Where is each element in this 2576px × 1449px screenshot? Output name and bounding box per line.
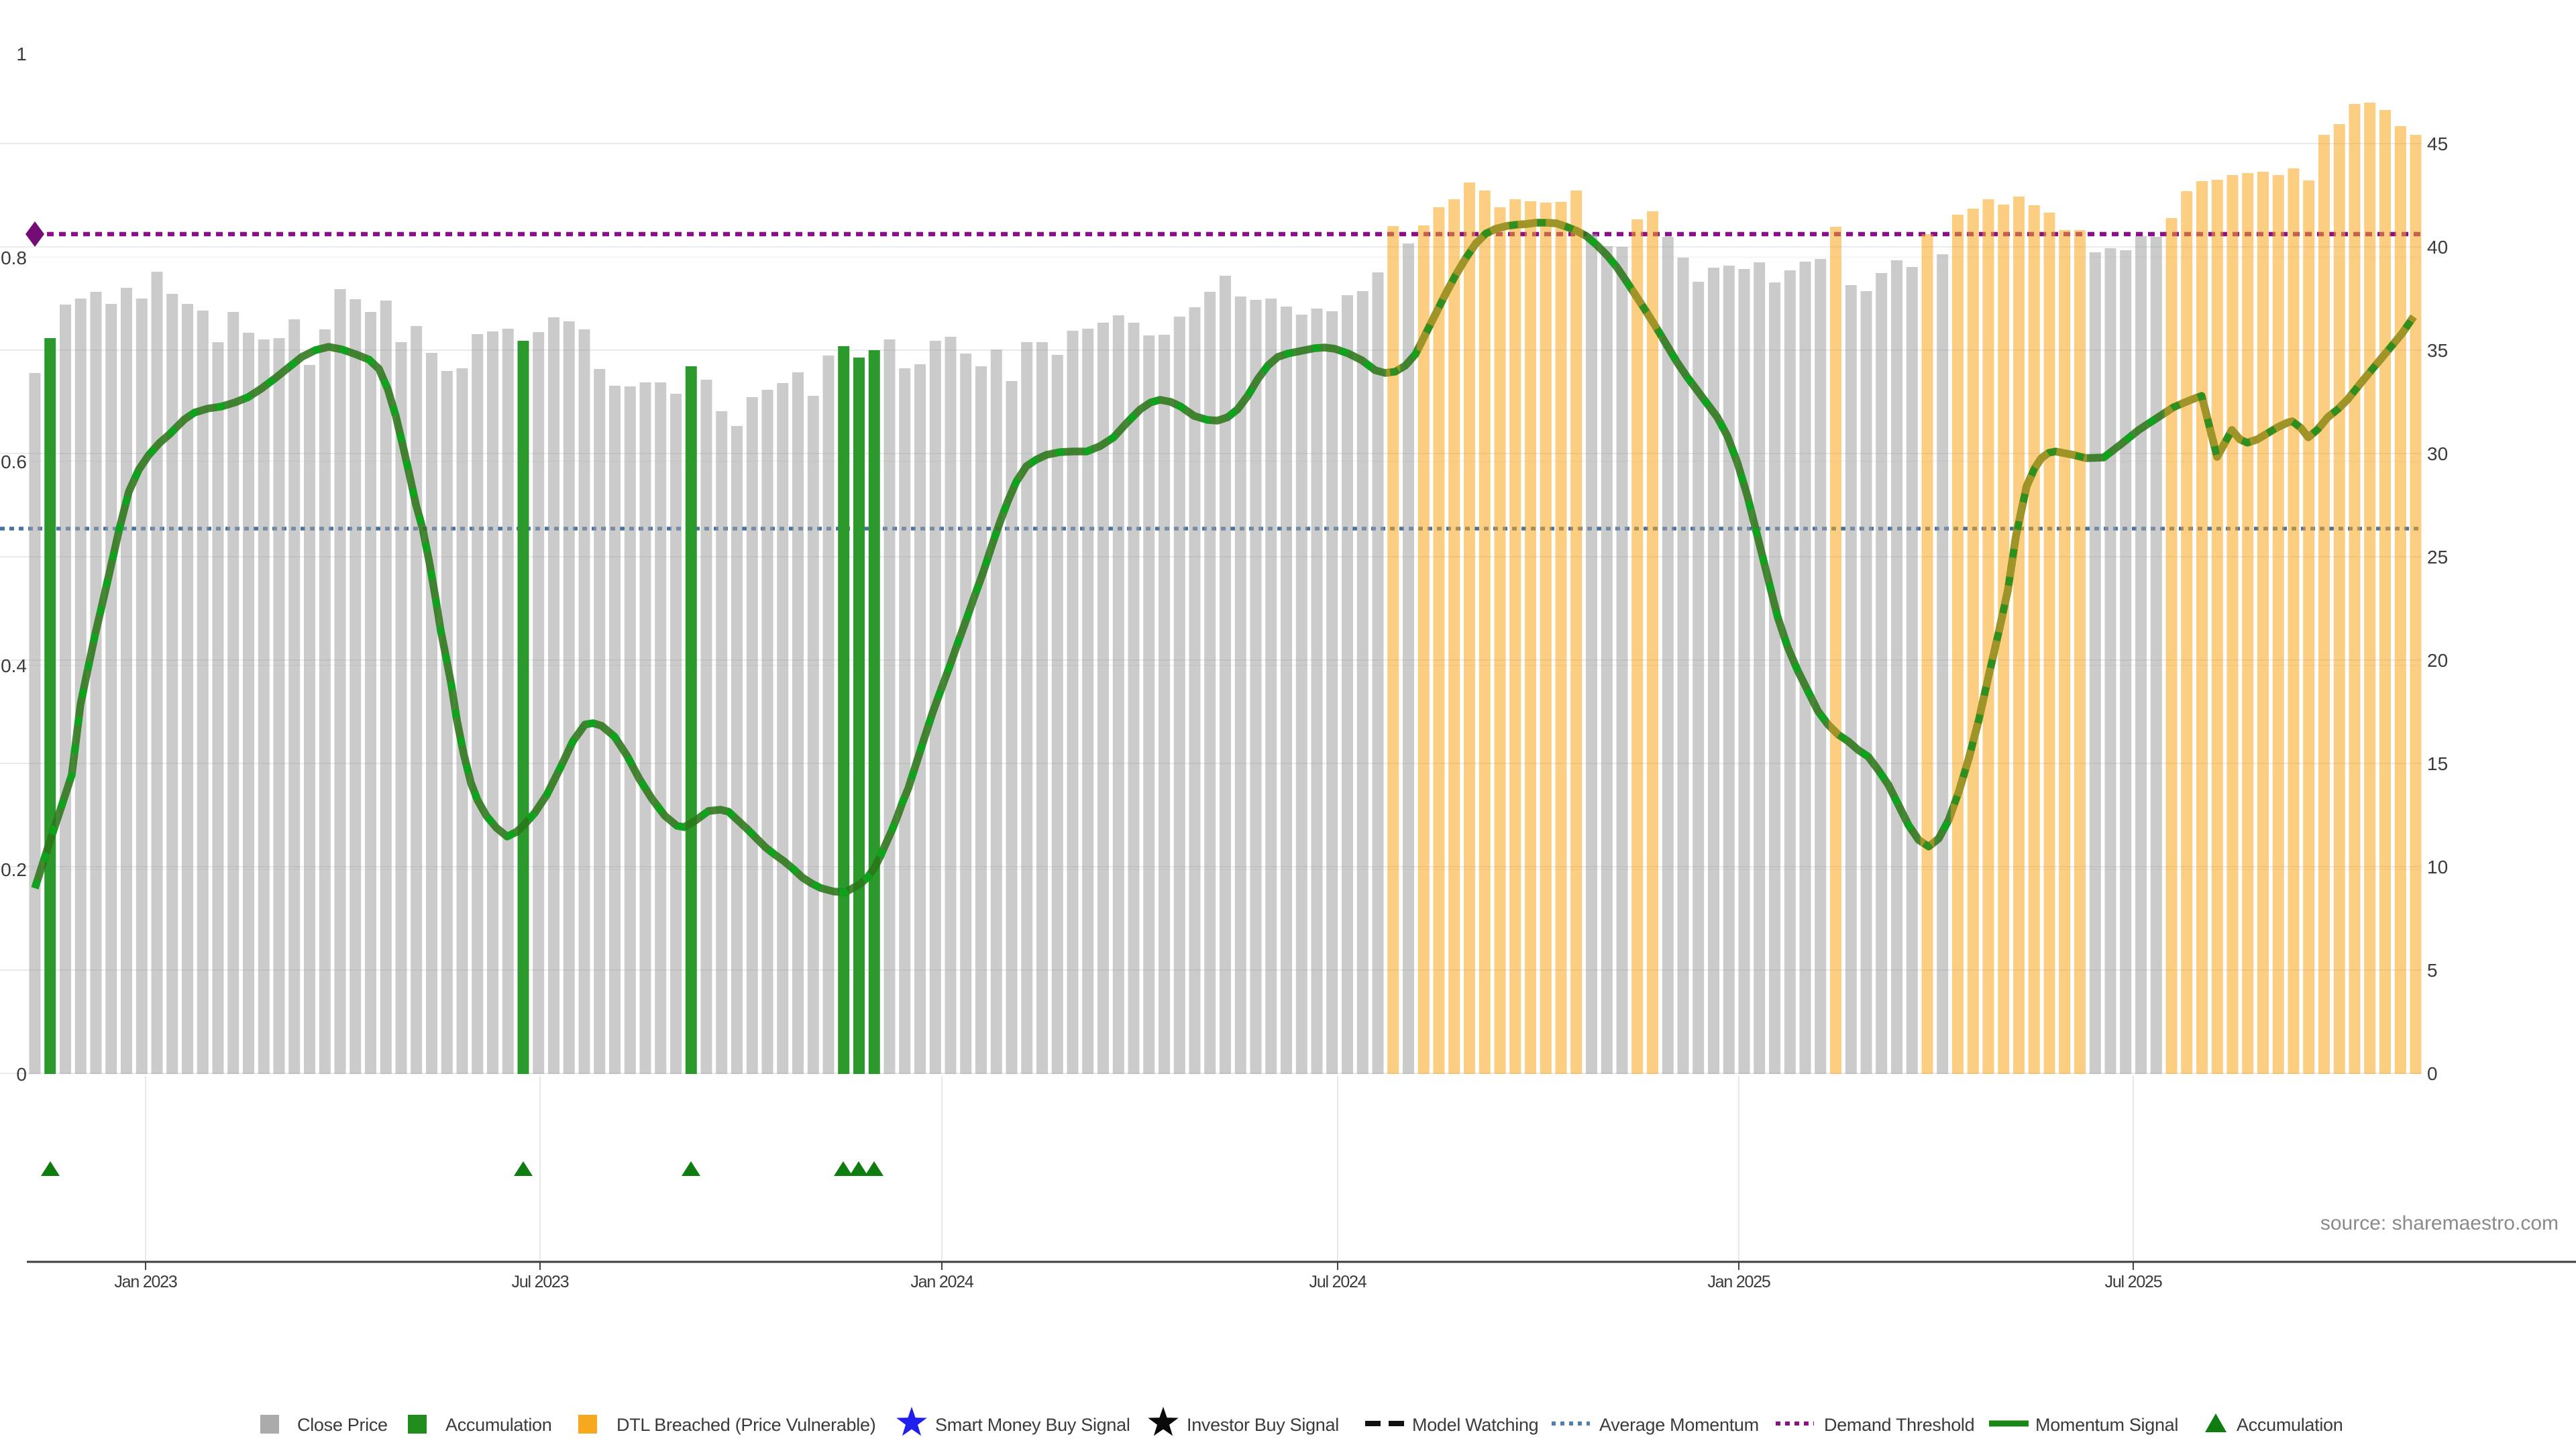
svg-text:0.2: 0.2 [1,859,27,880]
svg-text:0.4: 0.4 [1,655,27,676]
svg-text:30: 30 [2427,443,2448,464]
svg-text:5: 5 [2427,960,2438,981]
svg-text:Jul 2023: Jul 2023 [512,1273,569,1291]
svg-text:Demand Threshold: Demand Threshold [1824,1415,1974,1435]
svg-text:1: 1 [16,44,27,64]
svg-text:Close Price: Close Price [297,1415,388,1435]
svg-text:0.8: 0.8 [1,248,27,268]
svg-text:35: 35 [2427,340,2448,361]
svg-text:Jul 2024: Jul 2024 [1309,1273,1367,1291]
svg-text:25: 25 [2427,547,2448,568]
svg-text:0.6: 0.6 [1,451,27,472]
svg-text:15: 15 [2427,753,2448,774]
svg-text:source: sharemaestro.com: source: sharemaestro.com [2320,1212,2559,1234]
svg-text:0: 0 [16,1064,27,1085]
svg-text:Investor Buy Signal: Investor Buy Signal [1187,1415,1339,1435]
svg-text:40: 40 [2427,237,2448,258]
svg-text:0: 0 [2427,1063,2438,1084]
svg-text:Jul 2025: Jul 2025 [2105,1273,2162,1291]
svg-text:20: 20 [2427,650,2448,671]
svg-text:Accumulation: Accumulation [445,1415,551,1435]
svg-text:Accumulation: Accumulation [2237,1415,2343,1435]
svg-text:DTL Breached (Price Vulnerable: DTL Breached (Price Vulnerable) [616,1415,875,1435]
svg-text:Momentum Signal: Momentum Signal [2035,1415,2178,1435]
svg-text:10: 10 [2427,857,2448,877]
svg-text:Smart Money Buy Signal: Smart Money Buy Signal [935,1415,1130,1435]
svg-text:Jan 2024: Jan 2024 [910,1273,974,1291]
svg-text:Jan 2025: Jan 2025 [1707,1273,1770,1291]
svg-text:Jan 2023: Jan 2023 [114,1273,177,1291]
svg-text:Model Watching: Model Watching [1412,1415,1538,1435]
svg-text:45: 45 [2427,133,2448,154]
svg-text:Average Momentum: Average Momentum [1599,1415,1759,1435]
